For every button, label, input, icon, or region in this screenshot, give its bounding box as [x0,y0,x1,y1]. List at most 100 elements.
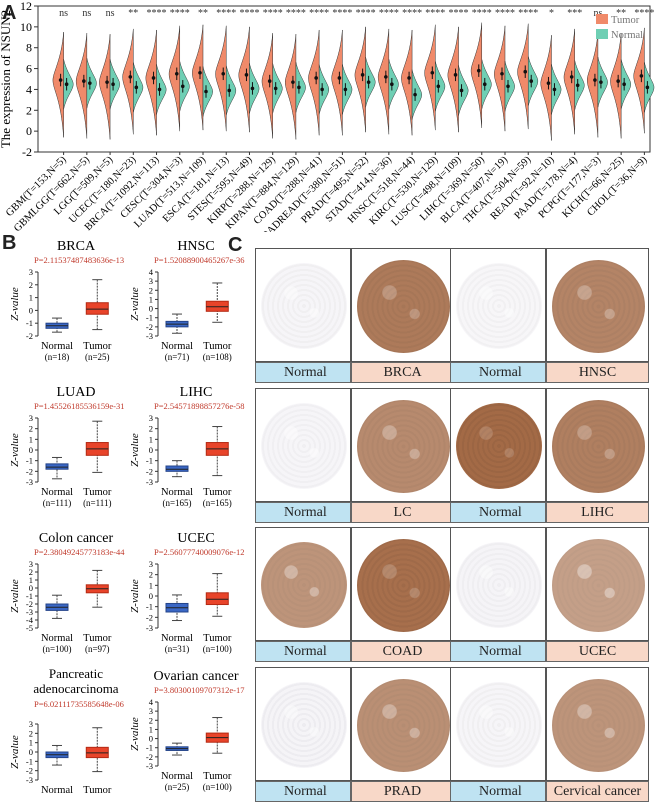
tissue-core [552,259,645,353]
caption-tumor: Cervical cancer [546,781,649,802]
significance-label: ** [128,8,138,19]
significance-label: **** [425,8,445,19]
violin-tumor-half [586,32,599,138]
group-label: Tumor [83,487,112,498]
caption-normal: Normal [255,502,351,523]
caption-normal: Normal [255,362,351,383]
significance-label: * [549,8,554,19]
tissue-core [357,538,450,632]
p-value: P=2.11537487483636e-13 [34,255,124,265]
violin-tumor-half [633,27,645,134]
significance-label: **** [379,8,399,19]
y-tick-label: 3 [29,719,33,729]
y-tick-label: 2 [26,103,32,117]
box-plot-title: adenocarcinoma [33,681,118,696]
caption-tumor: UCEC [546,641,649,662]
normal-median-point [64,82,69,87]
y-tick-label: 1 [29,434,33,444]
p-value: P=6.02111735585648e-06 [34,699,124,709]
ihc-image [351,667,454,781]
y-tick-label: -3 [146,331,153,341]
normal-median-point [366,80,371,84]
violin-tumor-half [447,26,459,133]
tissue-core [357,678,450,772]
y-tick-label: 1 [29,293,33,303]
tumor-median-point [291,80,295,84]
violin-tumor-half [52,32,64,138]
y-tick-label: 0 [149,445,153,455]
y-tick-label: 1 [149,434,153,444]
violin-normal-half [435,61,446,112]
panel-label-c: C [228,234,243,256]
significance-label: **** [356,8,376,19]
normal-median-point [134,85,139,90]
group-count: (n=100) [42,644,71,654]
y-tick-label: 0 [26,124,32,138]
y-axis-label: Z-value [9,433,21,467]
y-tick-label: 10 [20,20,32,34]
legend-label: Normal [611,30,643,41]
violin-normal-half [86,58,97,109]
significance-label: **** [402,8,422,19]
panel-label-a: A [2,2,17,24]
violin-normal-half [318,64,330,115]
group-label: Normal [41,487,73,498]
tissue-core [552,399,645,493]
tumor-median-point [407,76,411,80]
tumor-median-point [128,75,133,79]
ihc-image [450,388,546,502]
y-tick-label: 0 [29,583,33,593]
caption-tumor: PRAD [351,781,454,802]
y-tick-label: -3 [26,607,33,617]
normal-median-point [459,88,464,93]
normal-median-point [204,89,208,94]
y-tick-label: 6 [26,62,32,76]
normal-median-point [552,87,557,92]
group-label: Tumor [203,487,232,498]
tissue-core [357,259,450,353]
normal-median-point [343,87,348,92]
tissue-core [261,682,347,768]
violin-normal-half [156,64,167,115]
significance-label: ns [82,8,91,19]
box-plot-title: UCEC [177,531,214,546]
significance-label: **** [472,8,492,19]
caption-normal: Normal [255,781,351,802]
ihc-image [351,388,454,502]
significance-label: **** [518,8,538,19]
group-count: (n=165) [203,498,232,508]
y-tick-label: 3 [29,559,33,569]
group-label: Tumor [203,771,232,782]
violin-tumor-half [610,33,622,139]
violin-normal-half [295,62,306,113]
ihc-image [351,527,454,641]
ihc-image [546,388,649,502]
tumor-median-point [430,70,435,75]
tumor-median-point [58,78,63,82]
violin-tumor-half [284,34,297,140]
violin-normal-half [249,63,260,114]
y-tick-label: 3 [29,267,33,277]
group-label: Tumor [83,633,112,644]
normal-median-point [413,92,417,97]
violin-normal-half [481,59,492,110]
y-tick-label: 3 [149,413,153,423]
legend-swatch [596,14,608,24]
normal-median-point [250,86,255,91]
y-tick-label: 2 [149,570,153,580]
tissue-core [261,263,347,349]
tissue-core [456,403,542,489]
violin-normal-half [644,62,655,113]
ihc-image [546,527,649,641]
normal-median-point [599,80,603,84]
group-count: (n=108) [203,352,232,362]
violin-tumor-half [401,29,413,136]
violin-tumor-half [238,26,250,133]
box-plot-title: Colon cancer [39,531,114,546]
y-tick-label: 2 [29,280,33,290]
ihc-image [255,388,351,502]
y-tick-label: 2 [29,567,33,577]
y-tick-label: 0 [149,734,153,744]
y-tick-label: -2 [26,331,33,341]
